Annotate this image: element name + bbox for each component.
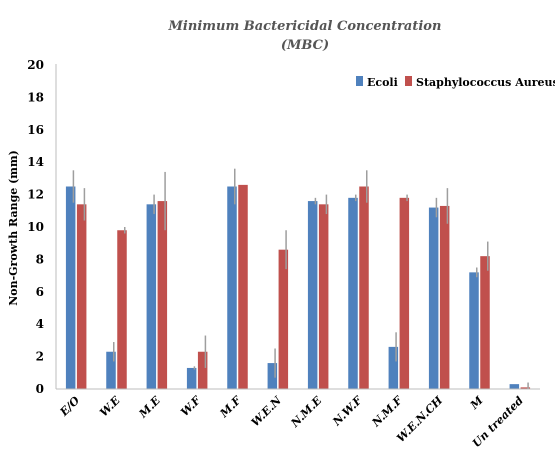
bar-ecoli [428, 207, 439, 389]
x-tick-label: M.F [217, 393, 245, 421]
bar-ecoli [227, 186, 237, 389]
bar-ecoli [469, 272, 479, 389]
bar-staphylococcus [520, 387, 531, 389]
legend-label-staphylococcus: Staphylococcus Aureus [416, 76, 555, 89]
bar-staphylococcus [439, 205, 450, 389]
bar-staphylococcus [278, 249, 289, 389]
y-tick-label: 0 [36, 382, 44, 396]
bar-ecoli [106, 351, 116, 389]
bar-staphylococcus [238, 184, 248, 389]
bar-ecoli [348, 197, 358, 389]
x-tick-label: N.W.F [330, 393, 366, 429]
x-axis-ticks: E/O W.E M.E W.F M.F W.E.N N.M.E N.W.F N.M.FW.E.N… [57, 393, 526, 450]
bar-ecoli [146, 204, 157, 389]
chart-title: Minimum Bactericidal Concentration [168, 19, 442, 34]
y-axis-ticks: 0 2 4 6 8 10 12 14 16 18 20 [27, 58, 44, 396]
bar-ecoli [307, 201, 318, 389]
y-tick-label: 18 [27, 90, 44, 104]
bars [65, 184, 531, 389]
legend-swatch-ecoli [356, 76, 363, 86]
x-tick-label: M [467, 393, 486, 412]
bar-staphylococcus [76, 204, 87, 389]
error-bars [72, 168, 529, 389]
y-tick-label: 12 [27, 188, 44, 202]
y-tick-label: 14 [27, 155, 44, 169]
y-tick-label: 16 [27, 123, 44, 137]
bar-ecoli [509, 384, 520, 389]
y-tick-label: 4 [36, 317, 44, 331]
bar-staphylococcus [117, 230, 127, 389]
y-tick-label: 2 [36, 350, 44, 364]
bar-staphylococcus [318, 204, 329, 389]
x-tick-label: W.E.N [249, 393, 285, 429]
y-tick-label: 10 [27, 220, 44, 234]
bar-staphylococcus [359, 186, 369, 389]
bar-ecoli [65, 186, 76, 389]
bar-ecoli [267, 363, 278, 389]
x-tick-label: W.F [178, 393, 204, 419]
bar-staphylococcus [197, 351, 208, 389]
legend-label-ecoli: Ecoli [367, 76, 398, 89]
chart-subtitle: (MBC) [281, 38, 329, 53]
bar-staphylococcus [157, 201, 168, 389]
x-tick-label: M.E [136, 393, 164, 421]
x-tick-label: E/O [57, 394, 83, 420]
bar-ecoli [388, 346, 399, 389]
bar-staphylococcus [399, 197, 410, 389]
bar-staphylococcus [480, 256, 490, 389]
legend-swatch-staphylococcus [405, 76, 412, 86]
y-tick-label: 20 [27, 58, 44, 72]
y-tick-label: 6 [36, 285, 44, 299]
x-tick-label: N.M.F [369, 393, 406, 430]
bar-ecoli [186, 367, 197, 389]
legend: Ecoli Staphylococcus Aureus [356, 76, 555, 89]
y-tick-label: 8 [36, 252, 44, 266]
y-axis-label: Non-Growth Range (mm) [7, 150, 20, 306]
x-tick-label: N.M.E [288, 393, 325, 430]
x-tick-label: W.E [97, 393, 123, 419]
